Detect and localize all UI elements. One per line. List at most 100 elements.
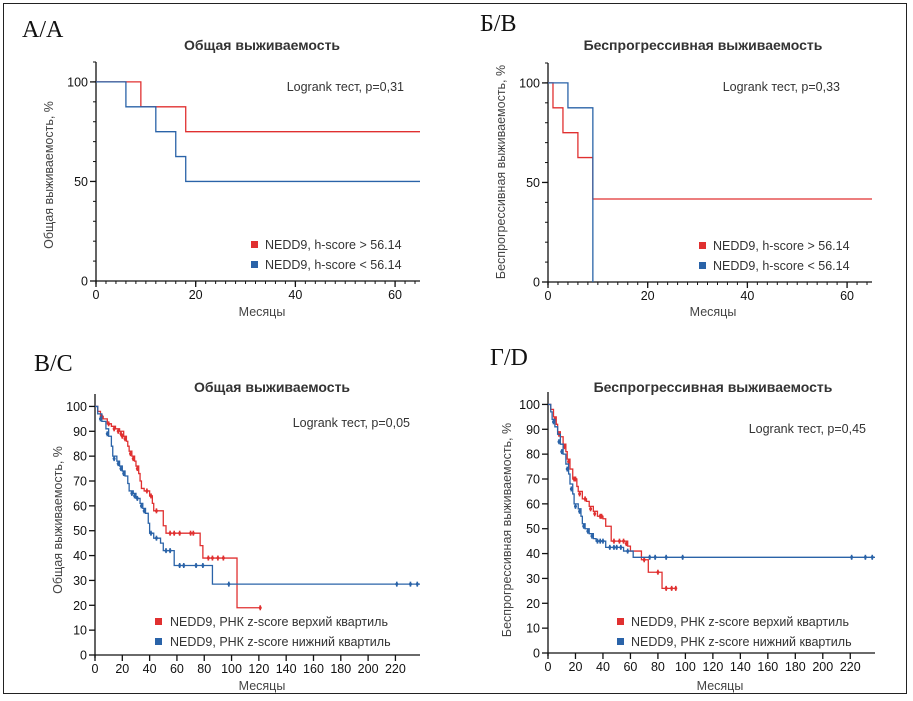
censor-dot [216, 556, 220, 560]
panel-c-plot: 0 20 40 60 80 100 120 140 160 180 200 220 0 10 20 30 40 5… [66, 394, 420, 676]
censor-dot [112, 457, 116, 461]
censor-dot [135, 496, 139, 500]
x-tick-label: 80 [197, 662, 211, 676]
x-tick-label: 120 [702, 660, 723, 674]
censor-dot [578, 492, 582, 496]
censor-dot [206, 556, 210, 560]
censor-dot [598, 539, 602, 543]
y-tick-label: 30 [526, 572, 540, 586]
censor-dot [116, 462, 120, 466]
censor-dot [227, 582, 231, 586]
x-tick-label: 100 [221, 662, 242, 676]
y-tick-label: 40 [526, 547, 540, 561]
panel-b-xlabel: Месяцы [690, 305, 737, 319]
censor-dot [681, 555, 685, 559]
censor-dot [178, 531, 182, 535]
censor-dot [107, 422, 111, 426]
x-tick-label: 0 [545, 289, 552, 303]
y-tick-label: 100 [519, 398, 540, 412]
censor-dot [119, 467, 123, 471]
y-tick-label: 60 [526, 497, 540, 511]
censor-dot [583, 497, 587, 501]
censor-dot [590, 534, 594, 538]
censor-dot [189, 531, 193, 535]
censor-dot [612, 545, 616, 549]
panel-c-label: В/C [34, 351, 73, 377]
y-tick-label: 50 [526, 522, 540, 536]
censor-dot [626, 549, 630, 553]
censor-dot [142, 509, 146, 513]
censor-dot [258, 606, 262, 610]
censor-dot [105, 432, 109, 436]
censor-dot [98, 417, 102, 421]
panel-a-plot: 0 20 40 60 0 50 100 [67, 61, 420, 302]
y-tick-label: 0 [533, 647, 540, 661]
x-tick-label: 120 [248, 662, 269, 676]
panel-c: В/C Общая выживаемость Logrank тест, p=0… [34, 351, 420, 693]
censor-dot [600, 514, 604, 518]
x-tick-label: 80 [651, 660, 665, 674]
censor-dot [122, 472, 126, 476]
censor-dot [116, 429, 120, 433]
survival-curve-low [95, 405, 420, 585]
censor-dot [178, 564, 182, 568]
censor-dot [135, 467, 139, 471]
censor-dot [149, 531, 153, 535]
panel-b-ylabel: Беспрогрессивная выживаемость, % [494, 65, 508, 279]
panel-b-label: Б/B [480, 11, 516, 37]
survival-curve-high [95, 405, 261, 609]
panel-d-legend-low-swatch [617, 638, 624, 645]
y-tick-label: 90 [526, 423, 540, 437]
censor-dot [131, 457, 135, 461]
censor-dot [139, 504, 143, 508]
censor-dot [670, 586, 674, 590]
panel-a-legend-high-label: NEDD9, h-score > 56.14 [265, 238, 402, 252]
y-tick-label: 100 [519, 76, 540, 90]
censor-dot [120, 434, 124, 438]
panel-a-legend-low-label: NEDD9, h-score < 56.14 [265, 258, 402, 272]
panel-a: А/A Общая выживаемость Logrank тест, p=0… [22, 17, 420, 319]
y-tick-label: 10 [526, 622, 540, 636]
censor-dot [194, 564, 198, 568]
censor-dot [408, 582, 412, 586]
censor-dot [608, 545, 612, 549]
x-tick-label: 40 [596, 660, 610, 674]
censor-dot [164, 549, 168, 553]
censor-dot [551, 420, 555, 424]
censor-dot [674, 586, 678, 590]
panel-a-label: А/A [22, 17, 64, 43]
panel-a-title: Общая выживаемость [184, 37, 340, 53]
x-tick-label: 20 [115, 662, 129, 676]
censor-dot [395, 582, 399, 586]
y-tick-label: 100 [67, 75, 88, 89]
censor-dot [612, 539, 616, 543]
censor-dot [656, 570, 660, 574]
survival-curve-high [548, 82, 872, 200]
survival-curve-low [548, 82, 594, 282]
censor-dot [567, 460, 571, 464]
censor-dot [415, 582, 419, 586]
y-tick-label: 0 [533, 276, 540, 290]
panel-c-title: Общая выживаемость [194, 379, 350, 395]
x-tick-label: 20 [641, 289, 655, 303]
censor-dot [586, 529, 590, 533]
censor-dot [210, 556, 214, 560]
x-tick-label: 20 [189, 288, 203, 302]
x-tick-label: 20 [569, 660, 583, 674]
survival-curve-low [96, 81, 420, 183]
censor-dot [593, 512, 597, 516]
x-tick-label: 180 [785, 660, 806, 674]
censor-dot [149, 494, 153, 498]
panel-b-logrank: Logrank тест, p=0,33 [723, 80, 840, 94]
panel-d-label: Г/D [490, 345, 528, 371]
censor-dot [863, 555, 867, 559]
x-tick-label: 140 [276, 662, 297, 676]
censor-dot [664, 586, 668, 590]
y-tick-label: 20 [526, 597, 540, 611]
censor-dot [582, 524, 586, 528]
y-tick-label: 100 [66, 400, 87, 414]
x-tick-label: 40 [740, 289, 754, 303]
panel-a-legend-high-swatch [251, 241, 258, 248]
figure-border [3, 3, 907, 694]
censor-dot [648, 555, 652, 559]
